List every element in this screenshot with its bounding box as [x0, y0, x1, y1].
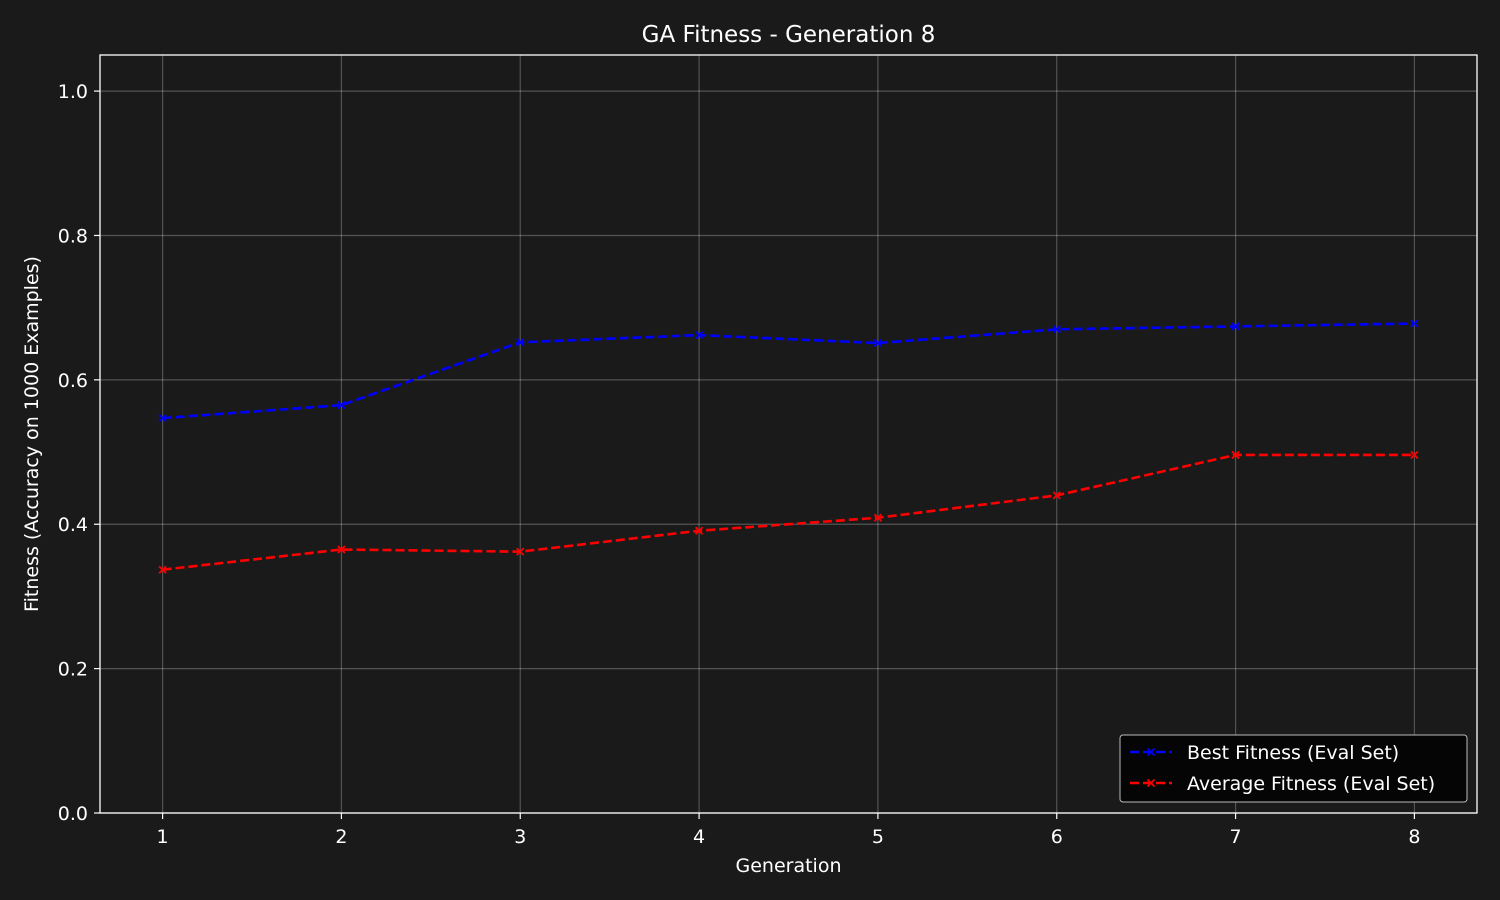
legend-marker — [1146, 747, 1156, 757]
x-tick-label: 6 — [1051, 826, 1063, 848]
data-point-marker — [1410, 450, 1419, 460]
x-tick-label: 2 — [335, 826, 347, 848]
data-point-marker — [516, 547, 525, 556]
series-line-0 — [162, 322, 1415, 420]
data-point-marker — [694, 526, 704, 535]
data-point-marker — [1231, 450, 1240, 460]
legend-entry: Best Fitness (Eval Set) — [1130, 742, 1399, 764]
x-tick-label: 8 — [1408, 826, 1420, 848]
y-tick-label: 0.2 — [58, 659, 88, 681]
series-line-1 — [162, 453, 1415, 572]
x-tick-label: 7 — [1230, 826, 1242, 848]
data-point-marker — [158, 413, 167, 423]
data-point-marker — [337, 545, 346, 554]
y-tick-label: 0.8 — [58, 225, 88, 247]
legend-label: Average Fitness (Eval Set) — [1187, 773, 1435, 795]
chart-title: GA Fitness - Generation 8 — [642, 22, 936, 48]
y-tick-label: 0.6 — [58, 370, 88, 392]
y-axis-label: Fitness (Accuracy on 1000 Examples) — [21, 256, 43, 612]
x-tick-label: 5 — [872, 826, 884, 848]
x-axis-label: Generation — [736, 855, 842, 877]
legend-label: Best Fitness (Eval Set) — [1187, 742, 1399, 764]
data-point-marker — [873, 338, 883, 348]
data-point-marker — [1231, 322, 1240, 331]
legend-entries: Best Fitness (Eval Set) Average Fitness (… — [1130, 742, 1435, 795]
x-tick-label: 4 — [693, 826, 705, 848]
data-point-marker — [873, 513, 883, 522]
data-point-marker — [158, 565, 167, 574]
data-point-marker — [337, 400, 346, 410]
legend-entry: Average Fitness (Eval Set) — [1130, 773, 1435, 795]
legend: Best Fitness (Eval Set) Average Fitness (… — [1119, 734, 1468, 803]
data-point-marker — [1410, 319, 1419, 328]
legend-marker — [1146, 778, 1156, 788]
data-point-marker — [516, 338, 525, 347]
x-tick-label: 3 — [514, 826, 526, 848]
y-tick-label: 0.4 — [58, 514, 88, 536]
y-axis-ticks: 0.0 0.2 0.4 0.6 0.8 1.0 — [58, 81, 100, 825]
data-point-marker — [1052, 325, 1061, 334]
plot-series — [158, 319, 1419, 574]
x-axis-ticks: 1 2 3 4 5 6 7 8 — [157, 813, 1420, 848]
plot-area-frame — [99, 54, 1478, 814]
data-point-marker — [694, 330, 704, 340]
x-tick-label: 1 — [157, 826, 169, 848]
y-tick-label: 1.0 — [58, 81, 88, 103]
legend-box — [1119, 734, 1468, 803]
y-tick-label: 0.0 — [58, 803, 88, 825]
data-point-marker — [1052, 491, 1061, 500]
